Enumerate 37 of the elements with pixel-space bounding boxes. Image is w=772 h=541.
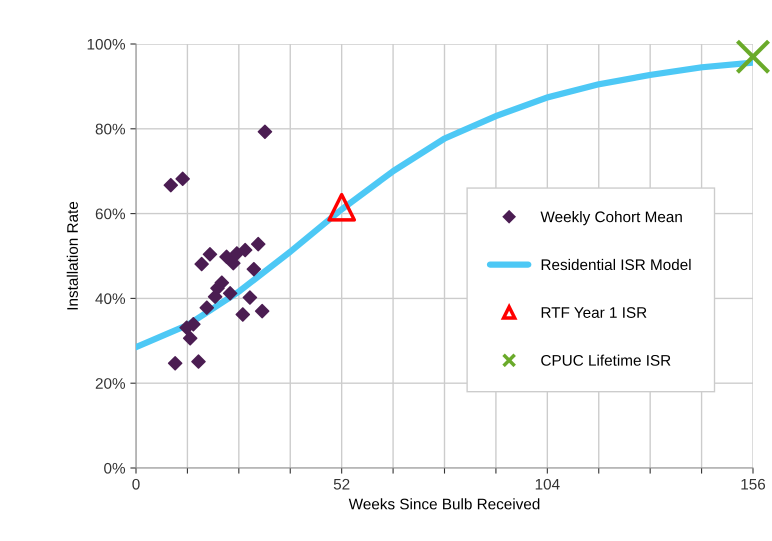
y-tick-label: 100% <box>88 38 126 50</box>
point <box>242 290 258 305</box>
point <box>179 320 194 335</box>
point <box>191 354 206 369</box>
y-axis-title: Installation Rate <box>66 202 78 310</box>
x-tick-label: 0 <box>132 478 140 490</box>
point <box>327 192 356 222</box>
legend-label: CPUC Lifetime ISR <box>541 354 670 366</box>
point <box>182 330 198 346</box>
x-tick-label: 52 <box>334 478 350 490</box>
point <box>254 304 270 318</box>
point <box>246 262 262 276</box>
point <box>222 286 238 301</box>
point <box>735 39 771 74</box>
y-tick-label: 80% <box>96 124 126 134</box>
point <box>250 236 266 252</box>
legend-label: RTF Year 1 ISR <box>542 307 646 318</box>
point <box>194 256 209 272</box>
x-axis-title: Weeks Since Bulb Received <box>348 498 540 510</box>
legend-label: Weekly Cohort Mean <box>540 211 682 226</box>
point <box>258 124 272 140</box>
point <box>168 356 182 371</box>
point <box>164 178 178 192</box>
point <box>202 247 218 262</box>
point <box>175 172 190 186</box>
legend-label: Residential ISR Model <box>542 258 691 270</box>
y-tick-label: 60% <box>96 208 126 220</box>
x-tick-label: 104 <box>536 478 560 490</box>
y-tick-label: 20% <box>96 378 126 389</box>
point <box>238 242 252 258</box>
point <box>200 300 214 316</box>
x-tick-label: 156 <box>741 478 766 490</box>
point <box>236 307 250 322</box>
y-tick-label: 40% <box>95 293 126 304</box>
y-tick-label: 0% <box>104 462 126 474</box>
point <box>226 256 241 270</box>
point <box>208 289 222 304</box>
